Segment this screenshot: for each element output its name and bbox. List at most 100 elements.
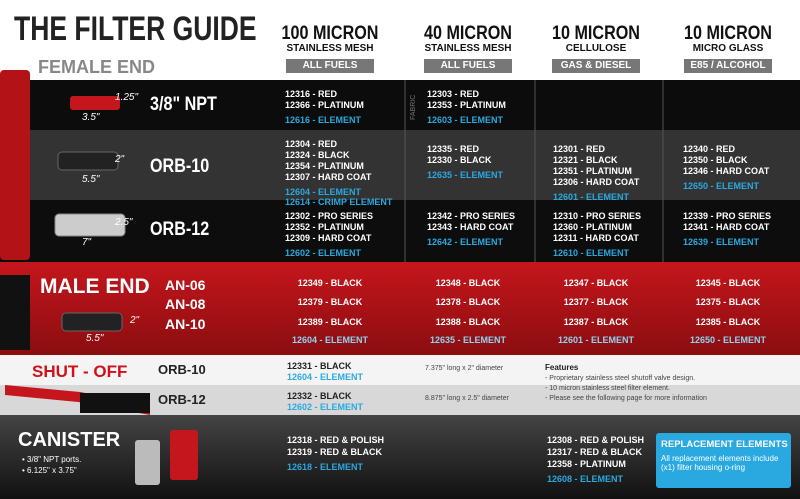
dimension: 5.5" xyxy=(82,174,100,185)
part-number: 12375 - BLACK xyxy=(695,297,761,307)
feature: - Proprietary stainless steel shutoff va… xyxy=(545,375,696,382)
part-number: 12330 - BLACK xyxy=(427,155,492,165)
column-fuel: ALL FUELS xyxy=(286,59,374,73)
dimension: 8.875" long x 2.5" diameter xyxy=(425,395,509,402)
dimension: 5.5" xyxy=(86,333,104,344)
column-fuel: E85 / ALCOHOL xyxy=(684,59,772,73)
port-label: AN-06 xyxy=(165,277,206,293)
part-number: 12317 - RED & BLACK xyxy=(547,447,643,457)
column-micron: 10 MICRON xyxy=(552,23,640,44)
element-number: 12635 - ELEMENT xyxy=(429,335,507,345)
element-number: 12616 - ELEMENT xyxy=(285,115,362,125)
part-number: 12351 - PLATINUM xyxy=(553,166,632,176)
features-title: Features xyxy=(545,363,579,372)
element-number: 12639 - ELEMENT xyxy=(683,237,760,247)
column-fuel: GAS & DIESEL xyxy=(552,59,640,73)
part-number: 12352 - PLATINUM xyxy=(285,222,364,232)
part-number: 12335 - RED xyxy=(427,144,480,154)
element-number: 12601 - ELEMENT xyxy=(553,192,630,202)
box-title: REPLACEMENT ELEMENTS xyxy=(661,439,788,450)
row-bg xyxy=(0,130,800,200)
element-number: 12618 - ELEMENT xyxy=(287,462,364,472)
note: FABRIC xyxy=(410,94,417,120)
part-number: 12349 - BLACK xyxy=(297,278,363,288)
part-number: 12319 - RED & BLACK xyxy=(287,447,383,457)
element-number: 12610 - ELEMENT xyxy=(553,248,630,258)
row-bg xyxy=(0,200,800,262)
port-label: ORB-10 xyxy=(150,156,210,177)
element-number: 12604 - ELEMENT xyxy=(291,335,369,345)
part-number: 12308 - RED & POLISH xyxy=(547,435,645,445)
part-number: 12345 - BLACK xyxy=(695,278,761,288)
part-number: 12310 - PRO SERIES xyxy=(553,211,642,221)
part-number: 12347 - BLACK xyxy=(563,278,629,288)
part-number: 12306 - HARD COAT xyxy=(553,177,640,187)
dimension: 2" xyxy=(115,154,125,165)
port-label: ORB-10 xyxy=(158,362,206,377)
part-number: 12346 - HARD COAT xyxy=(683,166,770,176)
element-number: 12602 - ELEMENT xyxy=(285,248,362,258)
element-number: 12642 - ELEMENT xyxy=(427,237,504,247)
bullet: • 3/8" NPT ports. xyxy=(22,455,82,464)
column-micron: 10 MICRON xyxy=(684,23,772,44)
element-number: 12650 - ELEMENT xyxy=(683,181,760,191)
box-text: All replacement elements include (x1) fi… xyxy=(661,454,779,472)
column-material: STAINLESS MESH xyxy=(424,43,512,54)
dimension: 7" xyxy=(82,237,92,248)
part-number: 12301 - RED xyxy=(553,144,606,154)
part-number: 12385 - BLACK xyxy=(695,317,761,327)
dimension: 3.5" xyxy=(82,112,100,123)
port-label: AN-08 xyxy=(165,296,206,312)
column-micron: 100 MICRON xyxy=(281,23,379,44)
port-label: 3/8" NPT xyxy=(150,94,217,115)
part-number: 12307 - HARD COAT xyxy=(285,172,372,182)
element-number: 12650 - ELEMENT xyxy=(689,335,767,345)
row-bg xyxy=(0,355,800,385)
bullet: • 6.125" x 3.75" xyxy=(22,466,77,475)
element-number: 12604 - ELEMENT xyxy=(287,372,364,382)
element-number: 12604 - ELEMENT xyxy=(285,187,362,197)
part-number: 12348 - BLACK xyxy=(435,278,501,288)
dimension: 1.25" xyxy=(115,92,139,103)
part-number: 12311 - HARD COAT xyxy=(553,233,639,243)
port-label: ORB-12 xyxy=(158,392,206,407)
part-number: 12360 - PLATINUM xyxy=(553,222,632,232)
part-number: 12379 - BLACK xyxy=(297,297,363,307)
part-number: 12316 - RED xyxy=(285,89,338,99)
row-bg xyxy=(0,80,800,130)
part-number: 12318 - RED & POLISH xyxy=(287,435,385,445)
port-label: AN-10 xyxy=(165,316,206,332)
column-micron: 40 MICRON xyxy=(424,23,512,44)
part-number: 12353 - PLATINUM xyxy=(427,100,506,110)
part-number: 12388 - BLACK xyxy=(435,317,501,327)
element-number: 12608 - ELEMENT xyxy=(547,474,624,484)
element-number: 12602 - ELEMENT xyxy=(287,402,364,412)
column-fuel: ALL FUELS xyxy=(424,59,512,73)
part-number: 12389 - BLACK xyxy=(297,317,363,327)
part-number: 12343 - HARD COAT xyxy=(427,222,514,232)
section-title: MALE END xyxy=(40,275,150,298)
dimension: 2.5" xyxy=(115,217,133,228)
column-material: STAINLESS MESH xyxy=(286,43,374,54)
part-number: 12303 - RED xyxy=(427,89,480,99)
part-number: 12341 - HARD COAT xyxy=(683,222,770,232)
part-number: 12321 - BLACK xyxy=(553,155,618,165)
part-number: 12378 - BLACK xyxy=(435,297,501,307)
element-number: 12601 - ELEMENT xyxy=(557,335,635,345)
part-number: 12366 - PLATINUM xyxy=(285,100,364,110)
feature: - 10 micron stainless steel filter eleme… xyxy=(545,385,670,392)
section-title: SHUT - OFF xyxy=(32,362,128,381)
part-number: 12350 - BLACK xyxy=(683,155,748,165)
dimension: 7.375" long x 2" diameter xyxy=(425,365,504,372)
part-number: 12331 - BLACK xyxy=(287,361,352,371)
subtitle: FEMALE END xyxy=(38,57,155,77)
part-number: 12377 - BLACK xyxy=(563,297,629,307)
port-label: ORB-12 xyxy=(150,219,210,240)
part-number: 12354 - PLATINUM xyxy=(285,161,364,171)
part-number: 12304 - RED xyxy=(285,139,338,149)
part-number: 12324 - BLACK xyxy=(285,150,350,160)
male-bg xyxy=(0,262,800,355)
part-number: 12332 - BLACK xyxy=(287,391,352,401)
